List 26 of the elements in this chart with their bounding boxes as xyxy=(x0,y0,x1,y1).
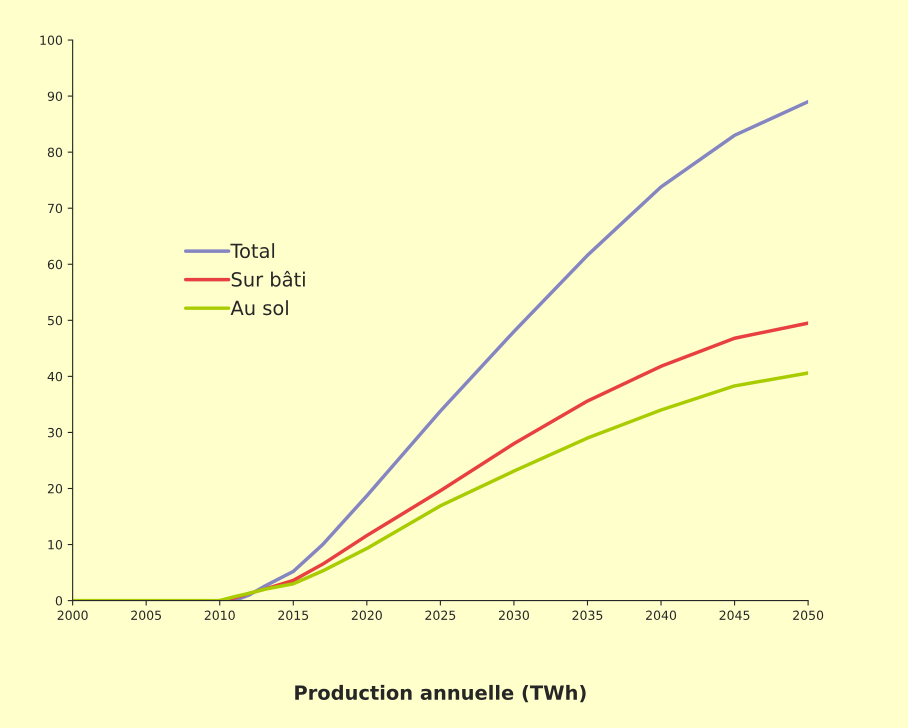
x-tick-label: 2040 xyxy=(646,610,676,620)
legend-label: Au sol xyxy=(230,300,288,316)
x-tick-label: 2025 xyxy=(425,610,456,620)
y-tick-label: 10 xyxy=(48,540,62,550)
x-tick-label: 2035 xyxy=(572,610,602,620)
x-tick-label: 2030 xyxy=(498,610,530,620)
y-tick-label: 100 xyxy=(40,36,62,45)
x-tick-label: 2010 xyxy=(204,610,235,620)
y-tick-label: 30 xyxy=(48,428,62,438)
y-tick-label: 60 xyxy=(48,260,62,270)
x-tick-label: 2020 xyxy=(352,610,382,620)
x-tick-label: 2015 xyxy=(278,610,308,620)
y-tick-label: 20 xyxy=(48,484,62,494)
legend-label: Total xyxy=(230,243,274,258)
legend-label: Sur bâti xyxy=(232,270,305,287)
x-tick-label: 2000 xyxy=(58,610,88,620)
x-axis-title: Production annuelle (TWh) xyxy=(295,684,586,702)
y-tick-label: 90 xyxy=(48,92,62,102)
y-tick-label: 70 xyxy=(48,204,62,214)
x-tick-label: 2005 xyxy=(131,610,161,620)
x-tick-label: 2050 xyxy=(793,610,824,620)
y-tick-label: 0 xyxy=(56,596,62,606)
y-tick-label: 50 xyxy=(48,316,62,326)
y-tick-label: 80 xyxy=(48,148,62,158)
x-tick-label: 2045 xyxy=(720,610,750,620)
y-tick-label: 40 xyxy=(48,372,62,382)
